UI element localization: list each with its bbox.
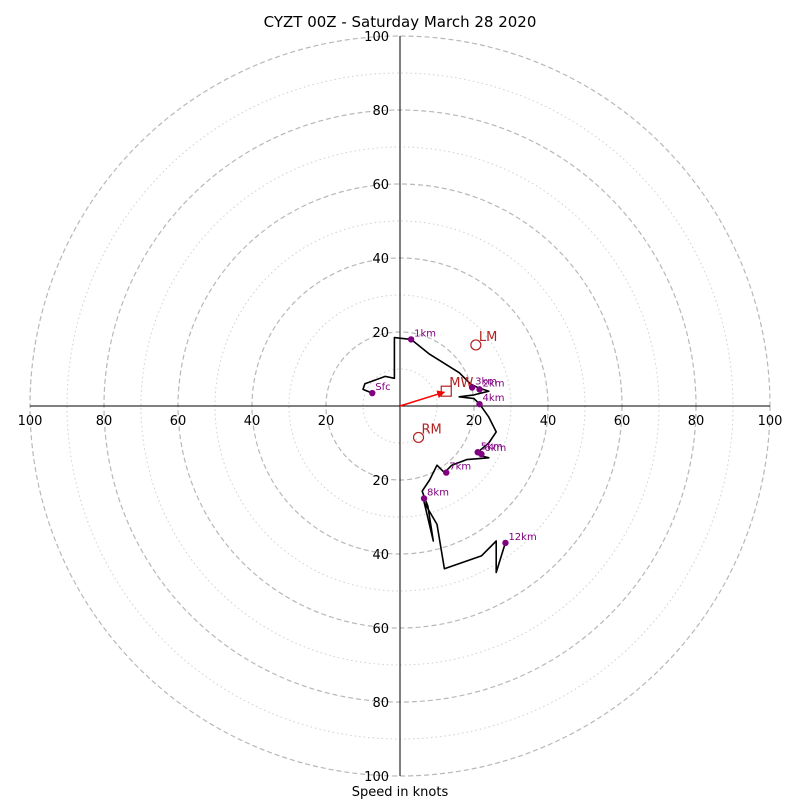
height-point-7km (443, 469, 450, 476)
tick-label-left-80: 80 (96, 414, 113, 429)
tick-label-top-40: 40 (372, 252, 389, 267)
tick-label-right-80: 80 (688, 414, 705, 429)
height-label-1km: 1km (414, 328, 436, 339)
tick-label-left-100: 100 (18, 414, 43, 429)
wind-trace (362, 336, 507, 574)
tick-label-bottom-100: 100 (364, 770, 389, 785)
height-point-1km (407, 336, 415, 343)
tick-label-right-100: 100 (758, 414, 783, 429)
tick-label-top-100: 100 (364, 30, 389, 45)
tick-label-bottom-80: 80 (372, 696, 389, 711)
rm-marker (412, 431, 425, 444)
tick-label-bottom-60: 60 (372, 622, 389, 637)
tick-label-top-60: 60 (372, 178, 389, 193)
height-point-2km (476, 386, 483, 393)
tick-label-right-20: 20 (466, 414, 483, 429)
tick-labels: 20 20 20 20 40 40 40 40 60 60 60 60 80 80 80 80 100 100 10… (18, 30, 783, 785)
height-label-3km: 3km (475, 377, 497, 388)
height-point-3km (468, 384, 476, 391)
height-point-6km (478, 450, 485, 458)
tick-label-right-40: 40 (540, 414, 557, 429)
height-point-sfc (369, 389, 376, 397)
storm-motion-markers: LM RM MW (399, 330, 497, 444)
tick-label-bottom-40: 40 (372, 548, 389, 563)
mean-wind-marker (440, 385, 452, 397)
height-label-5km: 5km (481, 441, 503, 452)
lm-label: LM (479, 330, 497, 345)
height-label-12km: 12km (508, 532, 536, 543)
tick-label-left-40: 40 (244, 414, 261, 429)
mw-label: MW (449, 376, 473, 391)
rm-label: RM (422, 422, 442, 437)
height-label-2km: 2km (483, 378, 505, 389)
height-point-8km (420, 495, 428, 502)
mean-wind-arrow (399, 390, 446, 407)
tick-label-left-20: 20 (318, 414, 335, 429)
tick-label-top-80: 80 (372, 104, 389, 119)
tick-label-right-60: 60 (614, 414, 631, 429)
height-point-12km (502, 539, 509, 547)
height-label-6km: 6km (484, 443, 506, 454)
chart-title: CYZT 00Z - Saturday March 28 2020 (264, 13, 537, 31)
height-point-4km (476, 400, 483, 408)
x-axis-label: Speed in knots (352, 785, 449, 800)
tick-label-top-20: 20 (372, 326, 389, 341)
height-label-8km: 8km (427, 488, 449, 499)
height-label-4km: 4km (483, 393, 505, 404)
tick-label-bottom-20: 20 (372, 474, 389, 489)
lm-marker (470, 339, 482, 351)
tick-label-left-60: 60 (170, 414, 187, 429)
hodograph-trace-line (362, 336, 507, 574)
height-label-sfc: Sfc (375, 382, 390, 393)
height-label-7km: 7km (449, 462, 471, 473)
